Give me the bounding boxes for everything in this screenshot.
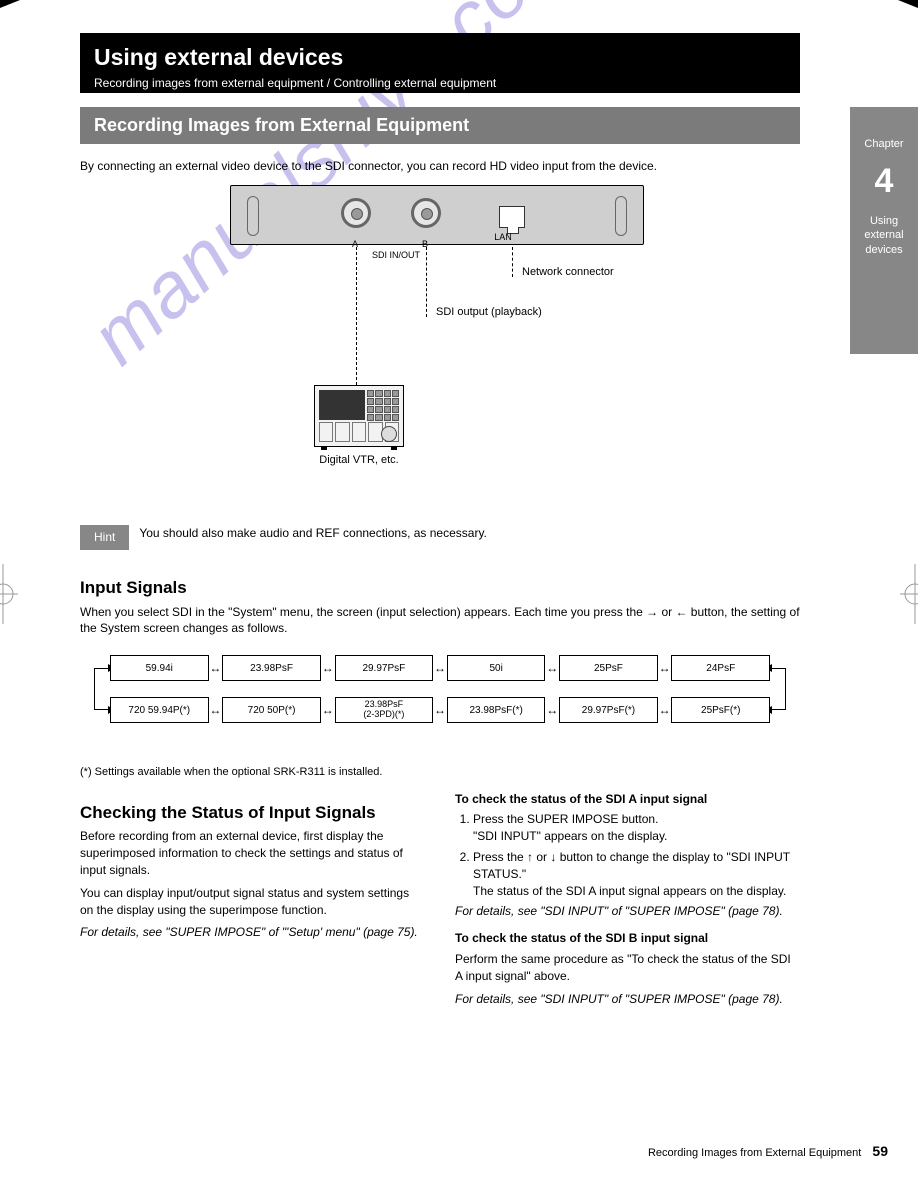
- dashed-line: [512, 247, 513, 277]
- left-column: Checking the Status of Input Signals Bef…: [80, 791, 425, 1008]
- arrow-icon: ↔: [209, 697, 223, 723]
- connection-diagram: A B LAN SDI IN/OUT SDI output (playback)…: [80, 185, 800, 505]
- dashed-line: [426, 247, 427, 317]
- crop-mark: [0, 0, 20, 20]
- footer-text: Recording Images from External Equipment: [648, 1147, 861, 1159]
- flow-cell: 720 50P(*): [222, 697, 321, 723]
- label-lan: LAN: [488, 231, 518, 244]
- col-heading-sdi-a: To check the status of the SDI A input s…: [455, 791, 800, 808]
- dashed-line: [356, 247, 357, 385]
- arrow-icon: ↔: [209, 655, 223, 681]
- page-footer: Recording Images from External Equipment…: [648, 1142, 888, 1162]
- arrow-icon: ↔: [433, 697, 447, 723]
- page-subtitle: Recording images from external equipment…: [94, 75, 786, 92]
- side-tab-chapter: Chapter: [850, 137, 918, 152]
- flow-cell: 23.98PsF: [222, 655, 321, 681]
- arrow-icon: ↔: [433, 655, 447, 681]
- vtr-caption: Digital VTR, etc.: [314, 453, 404, 468]
- flow-cell: 23.98PsF(2-3PD)(*): [335, 697, 434, 723]
- note-sdi-a: For details, see "SDI INPUT" of "SUPER I…: [455, 903, 800, 920]
- arrow-icon: ↔: [321, 655, 335, 681]
- flow-cell: 50i: [447, 655, 546, 681]
- arrow-icon: ↔: [658, 697, 672, 723]
- registration-mark-right: [900, 564, 918, 624]
- bnc-connector-b: [411, 198, 441, 228]
- flow-cell: 24PsF: [671, 655, 770, 681]
- arrow-icon: ↔: [658, 655, 672, 681]
- section-heading: Recording Images from External Equipment: [80, 107, 800, 144]
- note-sdi-b: For details, see "SDI INPUT" of "SUPER I…: [455, 991, 800, 1008]
- side-tab-label: Using externaldevices: [850, 214, 918, 257]
- registration-mark-left: [0, 564, 18, 624]
- signal-flow-diagram: 59.94i ↔ 23.98PsF ↔ 29.97PsF ↔ 50i ↔ 25P…: [80, 649, 800, 749]
- intro-text: By connecting an external video device t…: [80, 158, 800, 175]
- flow-cell: 29.97PsF(*): [559, 697, 658, 723]
- step-2: Press the ↑ or ↓ button to change the di…: [473, 849, 800, 899]
- status-p3: For details, see "SUPER IMPOSE" of "'Set…: [80, 924, 425, 941]
- label-sdi-group: SDI IN/OUT: [326, 249, 466, 262]
- flow-cell: 25PsF(*): [671, 697, 770, 723]
- side-tab: Chapter 4 Using externaldevices: [850, 107, 918, 354]
- side-tab-number: 4: [850, 158, 918, 206]
- arrow-icon: ↔: [321, 697, 335, 723]
- page-number: 59: [872, 1143, 888, 1159]
- hint-badge: Hint: [80, 525, 129, 550]
- vtr-illustration: Digital VTR, etc.: [314, 385, 404, 468]
- page-title: Using external devices: [94, 41, 786, 73]
- rear-panel: [230, 185, 644, 245]
- sdi-b-para: Perform the same procedure as "To check …: [455, 951, 800, 985]
- callout-sdi-output: SDI output (playback): [436, 305, 566, 320]
- flow-cell: 25PsF: [559, 655, 658, 681]
- callout-lan: Network connector: [522, 265, 662, 280]
- flow-cell: 23.98PsF(*): [447, 697, 546, 723]
- hint-text: You should also make audio and REF conne…: [139, 525, 800, 542]
- input-signals-para: When you select SDI in the "System" menu…: [80, 604, 800, 638]
- bnc-connector-a: [341, 198, 371, 228]
- panel-slot: [247, 196, 259, 236]
- subheading-input-signals: Input Signals: [80, 576, 800, 600]
- flow-cell: 720 59.94P(*): [110, 697, 209, 723]
- panel-slot: [615, 196, 627, 236]
- flow-cell: 29.97PsF: [335, 655, 434, 681]
- flow-footnote: (*) Settings available when the optional…: [80, 765, 800, 780]
- crop-mark: [898, 0, 918, 20]
- subheading-status: Checking the Status of Input Signals: [80, 801, 425, 825]
- status-p2: You can display input/output signal stat…: [80, 885, 425, 919]
- lan-connector: [499, 206, 525, 228]
- arrow-icon: ↔: [545, 697, 559, 723]
- step-1: Press the SUPER IMPOSE button. "SDI INPU…: [473, 811, 800, 845]
- col-heading-sdi-b: To check the status of the SDI B input s…: [455, 930, 800, 947]
- title-bar: Using external devices Recording images …: [80, 33, 800, 93]
- right-column: To check the status of the SDI A input s…: [455, 791, 800, 1008]
- hint-box: Hint You should also make audio and REF …: [80, 525, 800, 550]
- flow-cell: 59.94i: [110, 655, 209, 681]
- status-p1: Before recording from an external device…: [80, 828, 425, 878]
- arrow-icon: ↔: [545, 655, 559, 681]
